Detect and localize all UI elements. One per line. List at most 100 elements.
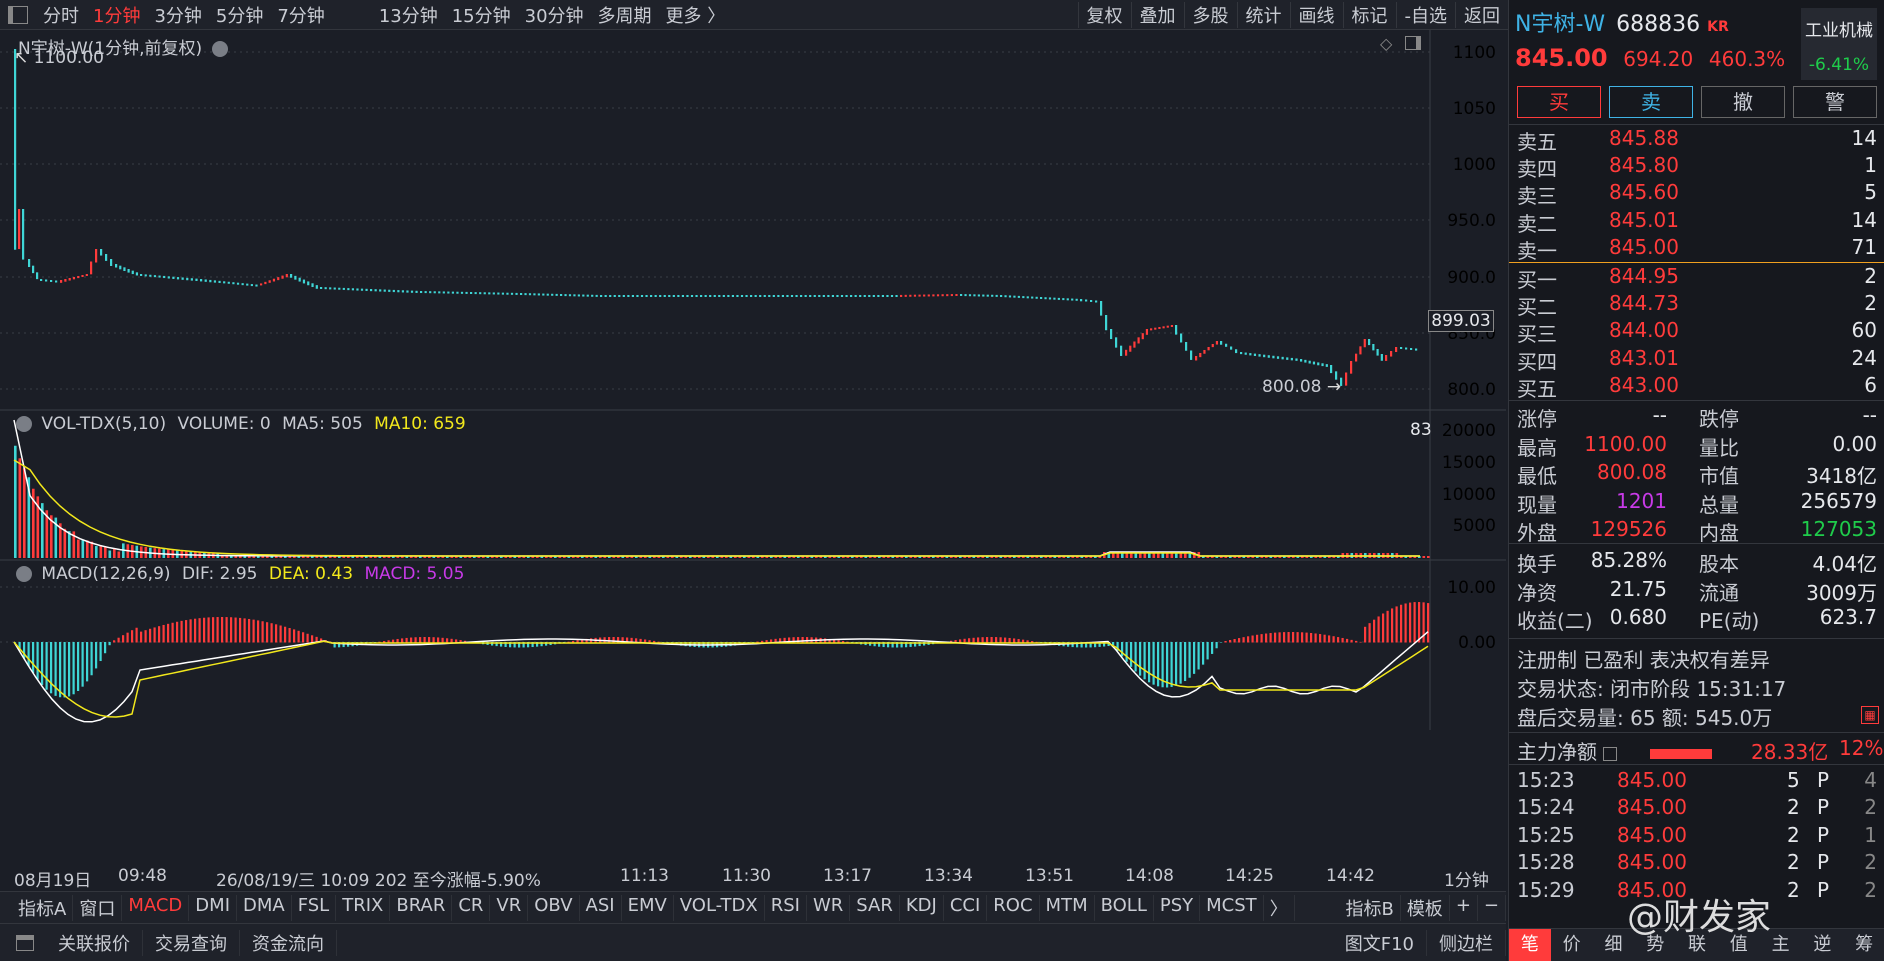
indicator-tab[interactable]: CR <box>452 895 490 921</box>
toolbar-button[interactable]: 复权 <box>1078 2 1131 28</box>
diamond-icon[interactable]: ◇ <box>1380 34 1392 53</box>
candle <box>128 269 130 273</box>
dropdown-icon[interactable] <box>212 41 228 57</box>
indicator-tab[interactable]: DMA <box>237 895 292 921</box>
toolbar-button[interactable]: 叠加 <box>1131 2 1184 28</box>
indicator-tab[interactable]: WR <box>807 895 850 921</box>
indicator-tab[interactable]: MCST <box>1200 895 1264 921</box>
bottom-tab[interactable]: 关联报价 <box>46 930 143 956</box>
indicator-tab[interactable]: 〉 <box>1264 895 1295 921</box>
sell-button[interactable]: 卖 <box>1609 86 1693 118</box>
indicator-tab[interactable]: RSI <box>765 895 807 921</box>
order-book-row[interactable]: 卖二 845.01 14 <box>1517 208 1877 235</box>
chart-area[interactable]: 1100 1050 1000 950.0 900.0 850.0 800.0 20000 150… <box>0 30 1506 890</box>
order-book-row[interactable]: 买二 844.73 2 <box>1517 291 1877 318</box>
indicator-tab[interactable]: PSY <box>1154 895 1200 921</box>
kline-chart[interactable]: 110010501000950.0900.0850.0800.020000150… <box>0 30 1506 890</box>
sector-box[interactable]: 工业机械 -6.41% <box>1801 8 1877 80</box>
alert-button[interactable]: 警 <box>1793 86 1877 118</box>
indicator-tab[interactable]: DMI <box>189 895 237 921</box>
period-tab[interactable]: 更多 〉 <box>659 2 733 28</box>
right-tab[interactable]: 逆 <box>1801 929 1843 961</box>
period-tab[interactable]: 15分钟 <box>445 2 518 28</box>
panel-layout-icon[interactable] <box>1405 36 1421 50</box>
level-price: 844.00 <box>1609 318 1679 342</box>
candle <box>973 294 975 296</box>
candle <box>1390 351 1392 357</box>
indicator-right-button[interactable]: 指标B <box>1339 895 1400 921</box>
candle <box>900 295 902 297</box>
list-icon[interactable] <box>1603 747 1617 761</box>
candle <box>1405 348 1407 350</box>
indicator-tab[interactable]: CCI <box>944 895 987 921</box>
time-tick: 11:30 <box>722 866 771 886</box>
candle <box>1138 337 1140 343</box>
toolbar-button[interactable]: 多股 <box>1184 2 1237 28</box>
indicator-tab[interactable]: VR <box>490 895 528 921</box>
indicator-tab[interactable]: MTM <box>1040 895 1095 921</box>
period-tab[interactable]: 多周期 <box>591 2 659 28</box>
candle <box>978 294 980 296</box>
order-book-row[interactable]: 买一 844.95 2 <box>1517 264 1877 291</box>
toolbar-button[interactable]: 标记 <box>1343 2 1396 28</box>
stat-value: 1100.00 <box>1584 432 1667 456</box>
indicator-right-button[interactable]: 模板 <box>1401 895 1450 921</box>
bottom-tab[interactable]: 交易查询 <box>143 930 240 956</box>
indicator-tab[interactable]: SAR <box>850 895 900 921</box>
indicator-tab[interactable]: TRIX <box>336 895 390 921</box>
toolbar-button[interactable]: 画线 <box>1290 2 1343 28</box>
candle <box>951 294 953 296</box>
toolbar-button[interactable]: -自选 <box>1396 2 1456 28</box>
indicator-tab[interactable]: MACD <box>122 895 189 921</box>
indicator-tab[interactable]: OBV <box>528 895 579 921</box>
indicator-tab[interactable]: ROC <box>987 895 1039 921</box>
bottom-tab[interactable]: 资金流向 <box>240 930 337 956</box>
period-tab[interactable]: 1分钟 <box>86 2 147 28</box>
bottom-right-button[interactable]: 侧边栏 <box>1427 930 1506 956</box>
period-tab[interactable]: 13分钟 <box>372 2 445 28</box>
period-tab[interactable]: 分时 <box>36 2 86 28</box>
right-tab[interactable]: 筹 <box>1843 929 1884 961</box>
dropdown-icon[interactable] <box>16 566 32 582</box>
candle <box>429 291 431 293</box>
indicator-tab[interactable]: VOL-TDX <box>674 895 765 921</box>
period-tab[interactable]: 3分钟 <box>147 2 208 28</box>
period-tab[interactable]: 5分钟 <box>209 2 270 28</box>
order-book-row[interactable]: 买三 844.00 60 <box>1517 318 1877 345</box>
price-tick: 1000 <box>1453 155 1496 175</box>
bottom-right-button[interactable]: 图文F10 <box>1333 930 1427 956</box>
cancel-order-button[interactable]: 撤 <box>1701 86 1785 118</box>
candle <box>759 295 761 297</box>
indicator-tab[interactable]: 窗口 <box>73 895 122 921</box>
indicator-tab[interactable]: KDJ <box>900 895 944 921</box>
toolbar-button[interactable]: 返回 <box>1455 2 1508 28</box>
indicator-right-button[interactable]: + <box>1450 895 1478 921</box>
indicator-tab[interactable]: ASI <box>580 895 622 921</box>
order-book-row[interactable]: 卖五 845.88 14 <box>1517 126 1877 153</box>
sidebar-toggle-icon[interactable] <box>8 6 28 24</box>
indicator-tab[interactable]: BOLL <box>1095 895 1154 921</box>
macd-bar <box>190 619 192 642</box>
order-book-row[interactable]: 卖三 845.60 5 <box>1517 180 1877 207</box>
period-tab[interactable]: 7分钟 <box>270 2 331 28</box>
order-book-row[interactable]: 卖一 845.00 71 <box>1517 235 1877 262</box>
panel-toggle-icon[interactable] <box>16 935 34 951</box>
order-book-row[interactable]: 买五 843.00 6 <box>1517 373 1877 400</box>
indicator-right-button[interactable]: − <box>1478 895 1506 921</box>
candle <box>299 278 301 282</box>
dropdown-icon[interactable] <box>16 416 32 432</box>
right-tab[interactable]: 笔 <box>1509 929 1551 961</box>
candle <box>905 295 907 297</box>
chart-icon[interactable]: ▦ <box>1861 706 1879 724</box>
indicator-tab[interactable]: 指标A <box>12 895 73 921</box>
candle <box>456 292 458 294</box>
order-book-row[interactable]: 卖四 845.80 1 <box>1517 153 1877 180</box>
indicator-tab[interactable]: FSL <box>292 895 337 921</box>
indicator-tab[interactable]: BRAR <box>390 895 452 921</box>
right-tab[interactable]: 价 <box>1551 929 1593 961</box>
order-book-row[interactable]: 买四 843.01 24 <box>1517 346 1877 373</box>
toolbar-button[interactable]: 统计 <box>1237 2 1290 28</box>
period-tab[interactable]: 30分钟 <box>518 2 591 28</box>
buy-button[interactable]: 买 <box>1517 86 1601 118</box>
indicator-tab[interactable]: EMV <box>622 895 674 921</box>
